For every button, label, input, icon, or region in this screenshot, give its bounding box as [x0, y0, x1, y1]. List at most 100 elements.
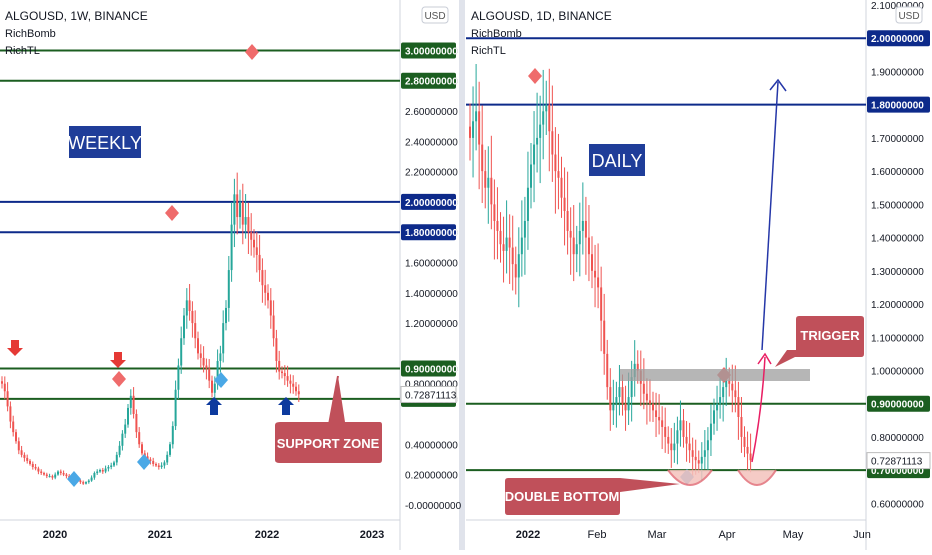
indicator-label[interactable]: RichTL	[5, 45, 40, 57]
candle-body	[51, 476, 54, 478]
candle-body	[45, 474, 48, 477]
candle-body	[149, 459, 152, 461]
candle-body	[499, 230, 502, 245]
candle-body	[1, 381, 3, 384]
candle-body	[642, 383, 645, 394]
daily-plot-area[interactable]	[466, 0, 866, 520]
target-path[interactable]	[761, 81, 779, 351]
currency-label: USD	[898, 11, 919, 22]
indicator-label[interactable]: RichTL	[471, 45, 506, 57]
candle-body	[43, 473, 45, 475]
candle-body	[740, 417, 743, 437]
level-badge-label: 0.90000000	[871, 400, 924, 411]
signal-diamond	[137, 454, 151, 470]
candle-body	[6, 391, 9, 407]
candle-body	[664, 426, 667, 437]
level-badge-label: 2.00000000	[871, 34, 924, 45]
candle-body	[545, 104, 548, 112]
candle-body	[514, 264, 517, 278]
candle-body	[670, 443, 673, 451]
candle-body	[594, 270, 597, 278]
candle-body	[99, 470, 101, 472]
weekly-label-box[interactable]	[69, 126, 141, 158]
candle-body	[48, 476, 51, 478]
candle-body	[199, 353, 202, 358]
candle-body	[520, 237, 523, 255]
indicator-label[interactable]: RichBomb	[5, 28, 56, 40]
candle-body	[673, 443, 676, 451]
candle-body	[267, 292, 269, 301]
level-badge-label: 2.80000000	[405, 77, 458, 88]
candle-body	[706, 440, 709, 451]
resistance-zone-box[interactable]	[620, 369, 810, 381]
level-badge-label: 0.70000000	[871, 466, 924, 477]
candle-body	[719, 397, 722, 404]
candle-body	[230, 224, 233, 271]
currency-badge[interactable]	[421, 6, 449, 24]
candle-body	[166, 454, 169, 463]
candle-body	[101, 470, 104, 472]
candle-body	[17, 441, 20, 451]
candle-body	[247, 217, 250, 233]
candle-body	[129, 395, 132, 408]
candle-body	[502, 244, 505, 251]
daily-label-box[interactable]	[589, 144, 645, 176]
candle-body	[481, 144, 484, 172]
last-price-badge	[400, 385, 457, 403]
signal-diamond	[112, 371, 126, 387]
candle-body	[606, 353, 609, 388]
candle-body	[621, 387, 624, 404]
panel-divider[interactable]	[459, 0, 465, 550]
support-zone-callout[interactable]	[275, 376, 382, 463]
y-tick-label: 1.60000000	[871, 167, 924, 178]
candle-body	[121, 433, 124, 446]
candle-body	[667, 436, 670, 444]
level-badge	[867, 395, 930, 412]
candle-body	[278, 360, 281, 372]
candle-body	[23, 454, 26, 458]
candle-body	[208, 368, 211, 381]
candle-body	[648, 400, 651, 404]
currency-badge[interactable]	[895, 6, 923, 24]
candle-body	[264, 285, 267, 293]
trigger-callout[interactable]	[775, 316, 864, 367]
candle-body	[722, 387, 725, 398]
candle-body	[216, 360, 219, 384]
double-bottom-callout[interactable]	[505, 478, 680, 515]
target-arrowhead	[769, 78, 787, 92]
candle-body	[185, 300, 188, 316]
candle-body	[40, 471, 43, 474]
trigger-label: TRIGGER	[800, 328, 860, 343]
indicator-label[interactable]: RichBomb	[471, 28, 522, 40]
candle-body	[250, 232, 253, 240]
candle-body	[202, 357, 205, 366]
trigger-path[interactable]	[751, 356, 766, 463]
candle-body	[191, 310, 194, 324]
candle-body	[59, 471, 62, 474]
candle-body	[9, 406, 12, 422]
y-tick-label: 1.90000000	[871, 67, 924, 78]
candle-body	[12, 421, 15, 433]
candle-body	[205, 365, 208, 369]
candle-body	[493, 204, 496, 221]
candle-body	[160, 465, 163, 467]
candle-body	[472, 121, 475, 138]
candle-body	[3, 383, 6, 392]
candle-body	[688, 443, 691, 451]
candle-body	[630, 377, 633, 398]
candle-body	[530, 164, 532, 188]
candle-body	[587, 237, 590, 255]
candle-body	[548, 104, 551, 132]
candle-body	[104, 468, 107, 472]
candle-body	[177, 365, 180, 390]
x-tick-label: 2022	[516, 529, 540, 541]
sell-arrow	[110, 352, 126, 368]
candle-body	[197, 338, 199, 354]
candle-body	[737, 397, 740, 417]
y-tick-label: 0.60000000	[871, 499, 924, 510]
candle-body	[85, 482, 87, 484]
candle-body	[225, 307, 227, 324]
y-tick-label: 1.70000000	[871, 134, 924, 145]
